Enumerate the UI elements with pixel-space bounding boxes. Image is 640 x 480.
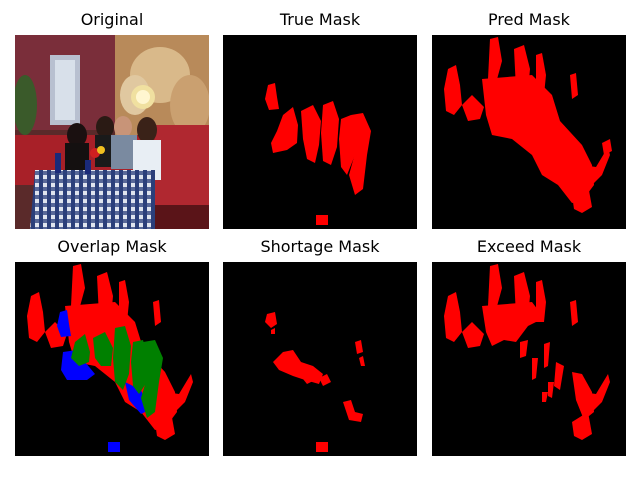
- panel-title-original: Original: [80, 10, 144, 29]
- exceed-mask-image: [432, 262, 626, 456]
- panel-title-true-mask: True Mask: [279, 10, 361, 29]
- overlap-mask-image: [15, 262, 209, 456]
- panel-title-exceed-mask: Exceed Mask: [476, 237, 582, 256]
- shortage-mask-image: [223, 262, 417, 456]
- shortage-region: [265, 312, 365, 452]
- mask-background: [432, 262, 626, 456]
- pred-mask-image: [432, 35, 626, 229]
- pred-mask-region: [444, 37, 612, 213]
- exceed-region: [444, 264, 610, 440]
- true-mask-image: [223, 35, 417, 229]
- overlap-match-region: [71, 326, 163, 418]
- mask-background: [223, 262, 417, 456]
- true-mask-region: [265, 83, 371, 225]
- original-image: [15, 35, 209, 229]
- panel-title-shortage-mask: Shortage Mask: [260, 237, 380, 256]
- panel-title-pred-mask: Pred Mask: [488, 10, 570, 29]
- original-photo-illustration: [15, 35, 209, 229]
- panel-title-overlap-mask: Overlap Mask: [57, 237, 167, 256]
